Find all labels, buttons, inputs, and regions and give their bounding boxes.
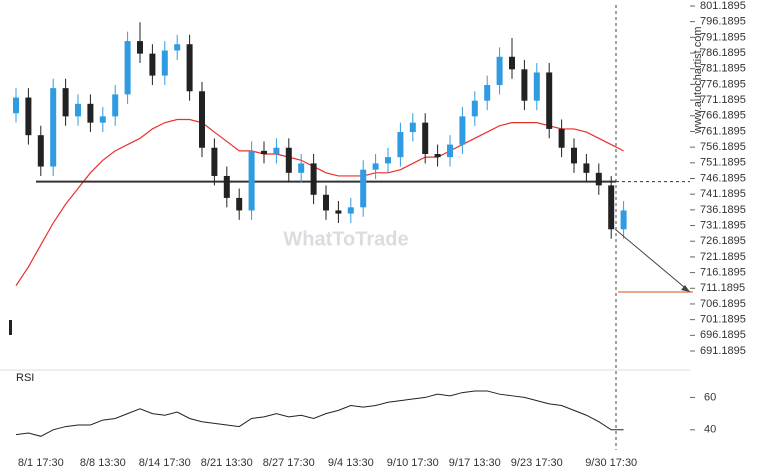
candle-body [87,103,94,123]
candle-body [298,163,305,173]
y-tick-label: 706.1895 [700,298,746,310]
candle-body [261,150,267,155]
candle-body [273,147,280,155]
candle-body [211,147,218,176]
y-tick-label: 791.1895 [700,31,746,43]
candle-body [546,72,553,129]
y-tick-label: 736.1895 [700,204,746,216]
candle-body [223,175,230,198]
candle-body [347,207,354,214]
y-tick-label: 781.1895 [700,63,746,75]
y-tick-label: 716.1895 [700,266,746,278]
x-tick-label: 8/27 17:30 [263,457,315,469]
x-tick-label: 9/4 13:30 [328,457,374,469]
x-tick-label: 9/10 17:30 [387,457,439,469]
candle-body [236,197,243,211]
candle-body [62,88,69,117]
x-tick-label: 9/30 17:30 [585,457,637,469]
x-tick-label: 8/21 13:30 [201,457,253,469]
candle-body [199,91,205,148]
rsi-title: RSI [16,372,34,384]
candle-body [571,147,577,164]
candle-body [608,185,615,230]
y-tick-label: 691.1895 [700,345,746,357]
candle-body [372,163,379,170]
candle-body [37,135,44,167]
candle-body [248,150,255,211]
candle-body [186,44,193,92]
candle-body [161,50,168,76]
y-tick-label: 711.1895 [700,282,745,294]
candle-body [112,94,119,117]
candle-body [310,163,317,195]
candle-body [533,72,540,101]
watermark: WhatToTrade [283,228,408,250]
candle-body [434,154,441,158]
candle-body [335,210,342,214]
y-tick-label: 801.1895 [700,0,746,12]
candle-body [149,53,156,76]
y-tick-label: 761.1895 [700,125,746,137]
marker [9,320,12,335]
x-tick-label: 8/8 13:30 [80,457,126,469]
candle-body [13,97,19,114]
candle-body [409,122,416,133]
rsi-tick-label: 60 [704,391,716,403]
y-tick-label: 701.1895 [700,314,746,326]
candle-body [558,128,565,148]
candle-body [422,122,429,155]
y-tick-label: 766.1895 [700,110,746,122]
candle-body [595,172,602,186]
candle-body [323,194,329,211]
candle-body [99,116,106,123]
candle-body [583,163,590,173]
forecast-arrow [614,228,691,293]
candle-body [124,41,131,95]
y-tick-label: 696.1895 [700,329,746,341]
candle-body [174,44,181,51]
candle-body [459,116,466,145]
candle-body [25,97,32,136]
candle-body [471,100,478,117]
y-tick-label: 721.1895 [700,251,746,263]
y-tick-label: 771.1895 [700,94,746,106]
x-tick-label: 9/17 13:30 [449,457,501,469]
y-tick-label: 746.1895 [700,172,746,184]
y-tick-label: 776.1895 [700,78,746,90]
moving-average [15,118,624,287]
rsi-tick-label: 40 [704,424,716,436]
candle-body [484,85,491,101]
y-tick-label: 796.1895 [700,16,746,28]
x-tick-label: 8/1 17:30 [18,457,64,469]
candle-body [50,88,57,167]
y-tick-label: 726.1895 [700,235,746,247]
candle-body [360,169,367,208]
candle-body [521,69,528,101]
x-tick-label: 8/14 17:30 [139,457,191,469]
y-tick-label: 786.1895 [700,47,746,59]
x-tick-label: 9/23 17:30 [511,457,563,469]
y-tick-label: 751.1895 [700,157,746,169]
candle-body [509,56,515,70]
candle-body [397,132,404,158]
candle-body [385,157,391,164]
forecast-arrowhead [681,285,690,293]
candle-body [447,144,453,158]
candle-body [496,56,503,86]
y-tick-label: 741.1895 [700,188,746,200]
candle-body [620,210,627,230]
candle-body [137,41,143,54]
candle-body [75,103,81,117]
y-tick-label: 731.1895 [700,219,746,231]
y-tick-label: 756.1895 [700,141,746,153]
rsi-line [15,390,624,437]
candle-body [285,147,292,173]
